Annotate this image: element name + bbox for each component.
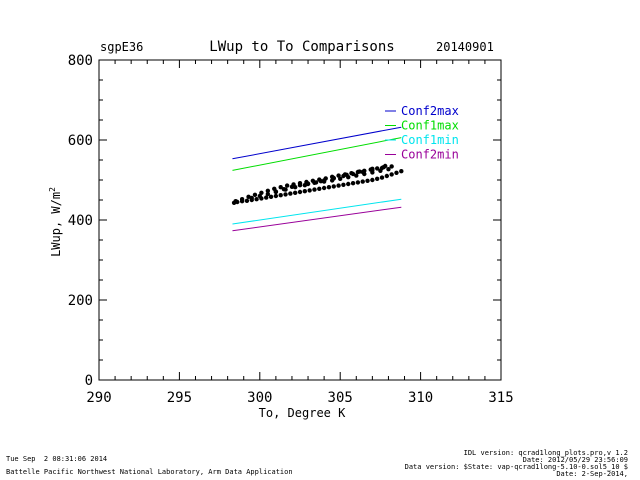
scatter-point bbox=[292, 185, 298, 190]
footer-data-date: Date: 2-Sep-2014, bbox=[556, 470, 628, 478]
scatter-point bbox=[360, 179, 365, 184]
scatter-point bbox=[292, 190, 298, 195]
x-tick-label: 300 bbox=[247, 390, 272, 406]
legend-label: Conf1max bbox=[401, 119, 459, 133]
scatter-point bbox=[312, 180, 317, 185]
y-tick-label: 0 bbox=[85, 373, 93, 389]
scatter-point bbox=[370, 166, 375, 171]
scatter-point bbox=[331, 184, 336, 189]
scatter-point bbox=[384, 173, 390, 179]
scatter-point bbox=[264, 195, 269, 200]
scatter-point bbox=[297, 189, 303, 195]
scatter-point bbox=[278, 193, 283, 198]
series-layer bbox=[232, 126, 402, 232]
legend-label: Conf1min bbox=[401, 133, 459, 147]
scatter-point bbox=[389, 172, 394, 177]
scatter-point bbox=[244, 198, 250, 203]
scatter-point bbox=[379, 175, 385, 180]
scatter-point bbox=[265, 188, 271, 193]
scatter-point bbox=[357, 169, 362, 174]
scatter-point bbox=[297, 183, 303, 188]
scatter-point bbox=[321, 185, 327, 191]
y-tick-label: 400 bbox=[68, 213, 93, 229]
footer-institution: Battelle Pacific Northwest National Labo… bbox=[6, 468, 293, 476]
chart-title: LWup to To Comparisons bbox=[209, 39, 394, 55]
scatter-point bbox=[284, 183, 290, 188]
x-tick-label: 295 bbox=[167, 390, 192, 406]
scatter-point bbox=[344, 172, 349, 177]
scatter-layer bbox=[231, 163, 404, 205]
scatter-point bbox=[317, 186, 322, 191]
legend-label: Conf2max bbox=[401, 104, 459, 118]
scatter-point bbox=[383, 163, 388, 169]
scatter-point bbox=[338, 176, 343, 181]
scatter-point bbox=[273, 193, 279, 199]
y-axis-label-sup: 2 bbox=[48, 187, 57, 192]
scatter-point bbox=[360, 169, 365, 175]
scatter-point bbox=[305, 181, 311, 187]
scatter-point bbox=[239, 197, 245, 202]
series-line-conf2min bbox=[232, 206, 402, 232]
scatter-point bbox=[386, 167, 391, 172]
scatter-point bbox=[249, 195, 254, 201]
footer-timestamp: Tue Sep 2 08:31:06 2014 bbox=[6, 455, 108, 463]
scatter-point bbox=[399, 169, 404, 174]
scatter-point bbox=[374, 176, 380, 181]
scatter-point bbox=[254, 197, 259, 202]
y-tick-label: 600 bbox=[68, 133, 93, 149]
x-tick-label: 315 bbox=[488, 390, 513, 406]
scatter-point bbox=[288, 191, 293, 196]
scatter-point bbox=[370, 177, 375, 183]
scatter-point bbox=[389, 164, 394, 169]
scatter-point bbox=[273, 189, 279, 195]
scatter-point bbox=[252, 192, 258, 197]
scatter-point bbox=[302, 189, 308, 194]
x-tick-label: 290 bbox=[86, 390, 111, 406]
scatter-point bbox=[374, 166, 380, 171]
x-tick-label: 310 bbox=[408, 390, 433, 406]
scatter-point bbox=[336, 183, 341, 188]
scatter-point bbox=[312, 187, 317, 192]
x-axis: 290 295 300 305 310 315 bbox=[86, 60, 514, 406]
scatter-point bbox=[394, 170, 399, 175]
scatter-point bbox=[307, 188, 312, 193]
scatter-point bbox=[365, 178, 370, 183]
footer-data-version: Data version: $State: vap-qcrad1long-5.1… bbox=[404, 463, 628, 471]
x-axis-label: To, Degree K bbox=[259, 406, 346, 420]
y-axis: 0 200 400 600 800 bbox=[68, 53, 501, 389]
scatter-point bbox=[326, 185, 332, 190]
scatter-point bbox=[289, 184, 295, 189]
site-label: sgpE36 bbox=[100, 40, 143, 54]
date-label: 20140901 bbox=[436, 40, 494, 54]
y-axis-label-text: LWup, W/m bbox=[49, 192, 63, 257]
scatter-point bbox=[268, 194, 274, 199]
legend-label: Conf2min bbox=[401, 148, 459, 162]
series-line-conf1min bbox=[232, 198, 402, 225]
scatter-point bbox=[283, 187, 288, 192]
scatter-point bbox=[350, 181, 356, 186]
y-axis-label-group: LWup, W/m2 bbox=[48, 187, 63, 257]
footer-idl-date: Date: 2012/05/29 23:56:09 bbox=[522, 456, 628, 464]
scatter-point bbox=[346, 181, 351, 187]
y-tick-label: 800 bbox=[68, 53, 93, 69]
series-line-conf1max bbox=[232, 137, 402, 171]
scatter-point bbox=[283, 192, 288, 197]
y-axis-label: LWup, W/m2 bbox=[48, 187, 63, 257]
scatter-point bbox=[318, 179, 324, 184]
scatter-point bbox=[355, 180, 361, 185]
scatter-point bbox=[265, 191, 271, 197]
series-line-conf2max bbox=[232, 126, 402, 160]
scatter-point bbox=[331, 175, 336, 181]
footer-idl-version: IDL version: qcrad1long_plots.pro,v 1.2 bbox=[463, 449, 628, 457]
scatter-point bbox=[278, 185, 283, 190]
scatter-point bbox=[350, 171, 356, 177]
scatter-point bbox=[379, 165, 385, 171]
y-tick-label: 200 bbox=[68, 293, 93, 309]
scatter-point bbox=[341, 182, 346, 187]
scatter-point bbox=[233, 199, 238, 204]
x-tick-label: 305 bbox=[328, 390, 353, 406]
scatter-point bbox=[257, 193, 262, 199]
